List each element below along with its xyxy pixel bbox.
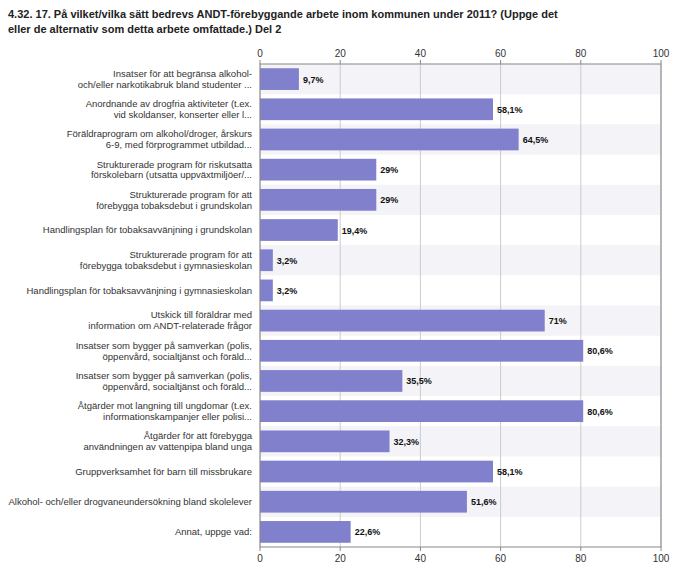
plot-frame (260, 64, 661, 547)
grid-line (580, 64, 581, 547)
tick-mark (340, 547, 341, 551)
bar (260, 430, 390, 452)
category-label: Strukturerade program för riskutsattaför… (91, 159, 253, 181)
data-label: 71% (549, 316, 567, 326)
data-label: 80,6% (587, 346, 613, 356)
tick-mark (420, 60, 421, 64)
category-label: Gruppverksamhet för barn till missbrukar… (75, 466, 252, 477)
category-label: Annat, uppge vad: (175, 526, 252, 537)
bar (260, 340, 583, 362)
tick-mark (580, 60, 581, 64)
category-label: Anordnande av drogfria aktiviteter (t.ex… (86, 98, 252, 120)
tick-mark (260, 547, 261, 551)
bar (260, 249, 273, 271)
data-label: 19,4% (342, 226, 368, 236)
category-label: Insatser som bygger på samverkan (polis,… (76, 370, 252, 392)
tick-label: 20 (335, 553, 347, 564)
bar (260, 189, 376, 211)
row-band (260, 366, 661, 396)
data-label: 64,5% (523, 135, 549, 145)
tick-label: 60 (495, 553, 507, 564)
category-label: Strukturerade program för attförebygga t… (96, 189, 252, 211)
bar (260, 129, 519, 151)
data-label: 35,5% (406, 376, 432, 386)
tick-label: 0 (257, 553, 263, 564)
bar (260, 219, 338, 241)
data-label: 29% (380, 165, 398, 175)
bar (260, 98, 493, 120)
tick-mark (340, 60, 341, 64)
data-label: 9,7% (303, 75, 324, 85)
category-label: Alkohol- och/eller drogvaneundersökning … (9, 496, 252, 507)
row-band (260, 426, 661, 456)
tick-mark (500, 547, 501, 551)
data-label: 51,6% (471, 497, 497, 507)
title: 4.32. 17. På vilket/vilka sätt bedrevs A… (8, 8, 558, 20)
bar (260, 68, 299, 90)
bar (260, 280, 273, 302)
tick-label: 80 (575, 553, 587, 564)
tick-label: 100 (653, 48, 670, 59)
category-label: Insatser för att begränsa alkohol-och/el… (78, 68, 252, 90)
x-axis: 0 0 20 20 40 40 60 60 80 80 100 100 (257, 48, 670, 564)
category-label: Handlingsplan för tobaksavvänjning i gym… (27, 285, 253, 296)
data-label: 32,3% (394, 437, 420, 447)
tick-label: 60 (495, 48, 507, 59)
data-label: 3,2% (277, 256, 298, 266)
tick-label: 0 (257, 48, 263, 59)
row-band (260, 64, 661, 94)
data-label: 58,1% (497, 105, 523, 115)
bar (260, 521, 351, 543)
category-label: Föräldraprogram om alkohol/droger, årsku… (67, 128, 253, 150)
bar (260, 461, 493, 483)
tick-mark (500, 60, 501, 64)
bar (260, 370, 402, 392)
category-label: Utskick till föräldrar medinformation om… (88, 309, 252, 331)
tick-mark (661, 547, 662, 551)
category-label: Åtgärder mot langning till ungdomar (t.e… (78, 400, 252, 422)
tick-label: 40 (415, 48, 427, 59)
tick-label: 80 (575, 48, 587, 59)
tick-mark (260, 60, 261, 64)
y-axis-labels: Insatser för att begränsa alkohol-och/el… (9, 68, 253, 537)
category-label: Strukturerade program för attförebygga t… (80, 249, 253, 271)
bar (260, 310, 545, 332)
data-labels: 9,7% 58,1% 64,5% 29% 29% 19,4% 3,2% 3,2% 71% 80,6… (277, 75, 613, 538)
bar (260, 159, 376, 181)
category-label: Åtgärder för att förebyggaanvändningen a… (83, 430, 252, 452)
row-band (260, 487, 661, 517)
row-band (260, 306, 661, 336)
category-label: Handlingsplan för tobaksavvänjning i gru… (43, 224, 252, 235)
data-label: 22,6% (355, 527, 381, 537)
bar (260, 491, 467, 513)
data-label: 80,6% (587, 407, 613, 417)
category-label: Insatser som bygger på samverkan (polis,… (76, 340, 252, 362)
row-band (260, 245, 661, 275)
data-label: 3,2% (277, 286, 298, 296)
tick-mark (420, 547, 421, 551)
tick-mark (580, 547, 581, 551)
tick-label: 100 (653, 553, 670, 564)
grid (260, 64, 661, 547)
row-band (260, 185, 661, 215)
data-label: 58,1% (497, 467, 523, 477)
row-band (260, 124, 661, 154)
bar (260, 400, 583, 422)
data-label: 29% (380, 195, 398, 205)
tick-label: 20 (335, 48, 347, 59)
subtitle: eller de alternativ som detta arbete omf… (8, 23, 281, 35)
tick-mark (661, 60, 662, 64)
chart: 4.32. 17. På vilket/vilka sätt bedrevs A… (0, 0, 681, 573)
bars (260, 68, 583, 543)
row-bands (260, 64, 661, 517)
tick-label: 40 (415, 553, 427, 564)
